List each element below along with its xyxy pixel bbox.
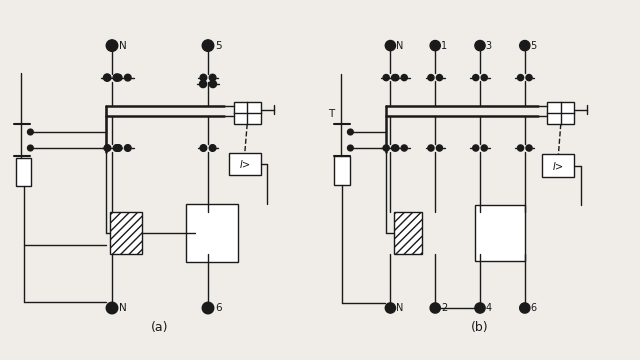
Circle shape: [202, 40, 214, 51]
Text: 3: 3: [486, 41, 492, 51]
Text: 6: 6: [531, 303, 537, 313]
Circle shape: [401, 75, 407, 81]
Circle shape: [392, 75, 397, 81]
Bar: [394, 212, 422, 253]
Circle shape: [113, 145, 120, 151]
Circle shape: [383, 145, 389, 151]
Bar: [110, 212, 142, 253]
Circle shape: [348, 145, 353, 151]
Circle shape: [104, 74, 111, 81]
Circle shape: [520, 303, 530, 313]
Text: (a): (a): [151, 321, 169, 334]
Bar: [543, 154, 575, 177]
Circle shape: [526, 145, 532, 151]
Bar: [334, 156, 349, 185]
Bar: [475, 205, 525, 261]
Circle shape: [113, 74, 120, 81]
Circle shape: [520, 40, 530, 51]
Text: T: T: [328, 109, 334, 119]
Bar: [186, 204, 239, 262]
Text: 2: 2: [441, 303, 447, 313]
Circle shape: [475, 303, 485, 313]
Circle shape: [393, 145, 399, 151]
Text: N: N: [396, 303, 404, 313]
Text: $\mathit{I}$>: $\mathit{I}$>: [552, 159, 564, 172]
Bar: [16, 158, 31, 186]
Circle shape: [113, 74, 120, 81]
Circle shape: [526, 75, 532, 81]
Circle shape: [393, 75, 399, 81]
Text: N: N: [396, 41, 404, 51]
Bar: [110, 212, 142, 253]
Circle shape: [518, 75, 524, 81]
Circle shape: [209, 80, 216, 87]
Circle shape: [106, 302, 118, 314]
Circle shape: [401, 145, 407, 151]
Bar: [483, 212, 512, 253]
Bar: [195, 212, 227, 253]
Circle shape: [104, 145, 111, 151]
Circle shape: [115, 74, 122, 81]
Circle shape: [430, 40, 440, 51]
Circle shape: [202, 302, 214, 314]
Text: $\mathit{I}$>: $\mathit{I}$>: [239, 158, 251, 170]
Text: 1: 1: [441, 41, 447, 51]
Bar: [394, 212, 422, 253]
Circle shape: [518, 145, 524, 151]
Circle shape: [473, 75, 479, 81]
Circle shape: [385, 303, 396, 313]
Text: N: N: [119, 303, 127, 313]
Circle shape: [200, 80, 207, 87]
Bar: [234, 102, 261, 124]
Text: 4: 4: [486, 303, 492, 313]
Circle shape: [428, 75, 434, 81]
Circle shape: [209, 74, 216, 81]
Circle shape: [200, 74, 207, 81]
Text: 5: 5: [531, 41, 537, 51]
Text: (b): (b): [471, 321, 489, 334]
Bar: [483, 212, 512, 253]
Circle shape: [428, 145, 434, 151]
Bar: [229, 153, 261, 175]
Circle shape: [436, 145, 442, 151]
Circle shape: [28, 129, 33, 135]
Circle shape: [385, 40, 396, 51]
Circle shape: [436, 75, 442, 81]
Circle shape: [115, 145, 122, 151]
Circle shape: [383, 75, 389, 81]
Circle shape: [430, 303, 440, 313]
Text: 6: 6: [215, 303, 221, 313]
Circle shape: [348, 129, 353, 135]
Bar: [195, 212, 227, 253]
Circle shape: [475, 40, 485, 51]
Circle shape: [209, 145, 216, 151]
Circle shape: [481, 75, 487, 81]
Text: 5: 5: [215, 41, 221, 51]
Circle shape: [28, 145, 33, 151]
Circle shape: [104, 74, 111, 81]
Text: N: N: [119, 41, 127, 51]
Circle shape: [392, 145, 397, 151]
Circle shape: [124, 74, 131, 81]
Circle shape: [481, 145, 487, 151]
Circle shape: [200, 145, 207, 151]
Circle shape: [473, 145, 479, 151]
Bar: [547, 102, 575, 124]
Circle shape: [106, 40, 118, 51]
Circle shape: [124, 145, 131, 151]
